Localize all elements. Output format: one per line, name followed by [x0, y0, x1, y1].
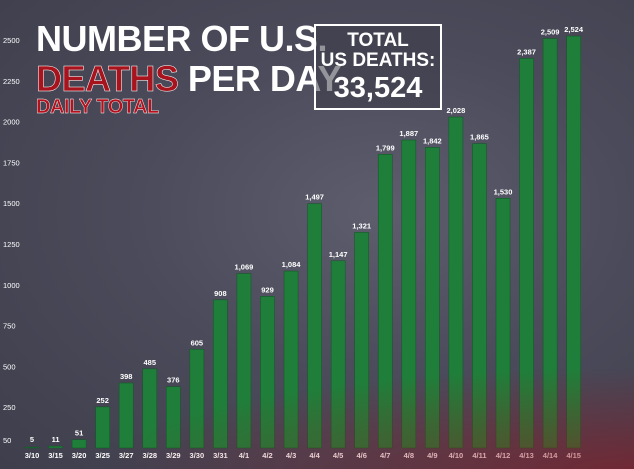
bar-value-label: 2,509 — [541, 28, 560, 37]
y-tick-label: 500 — [3, 362, 16, 371]
headline-deaths-word: DEATHS — [36, 58, 179, 100]
total-label-line-1: TOTAL — [347, 30, 409, 51]
bar-value-label: 2,387 — [517, 47, 536, 56]
bar-value-label: 1,069 — [235, 263, 254, 272]
x-tick-label: 3/27 — [119, 451, 134, 460]
y-tick-label: 1250 — [3, 240, 20, 249]
x-tick-label: 3/30 — [190, 451, 205, 460]
x-tick-label: 4/4 — [309, 451, 320, 460]
bar — [48, 445, 63, 449]
bar — [377, 154, 393, 449]
bar — [260, 296, 275, 449]
headline-line-2: DEATHS PER DAY — [36, 58, 342, 100]
x-tick-label: 4/5 — [333, 451, 343, 460]
bar-value-label: 11 — [52, 435, 60, 444]
bar-value-label: 1,799 — [376, 143, 395, 152]
bar-value-label: 485 — [143, 358, 156, 367]
x-tick-label: 4/10 — [449, 451, 464, 460]
y-tick-label: 250 — [3, 403, 16, 412]
bar-value-label: 5 — [30, 435, 34, 444]
bar — [425, 147, 440, 449]
x-tick-label: 3/28 — [142, 451, 157, 460]
bar — [401, 139, 417, 449]
bar — [566, 35, 581, 449]
y-tick-label: 1500 — [3, 199, 20, 208]
x-tick-label: 3/20 — [72, 451, 87, 460]
total-label-line-2: US DEATHS: — [320, 50, 436, 71]
x-tick-label: 3/25 — [95, 451, 110, 460]
x-tick-label: 3/31 — [213, 451, 228, 460]
x-tick-label: 4/8 — [404, 451, 414, 460]
bar-value-label: 252 — [96, 396, 109, 405]
x-tick-label: 4/11 — [472, 451, 486, 460]
x-tick-label: 4/9 — [427, 451, 437, 460]
y-tick-label: 1000 — [3, 281, 20, 290]
bar-value-label: 1,147 — [329, 250, 348, 259]
y-tick-label: 2000 — [3, 118, 20, 127]
bar — [307, 203, 322, 449]
bar-value-label: 376 — [167, 376, 180, 385]
bar — [189, 348, 205, 449]
x-tick-label: 3/10 — [25, 451, 40, 460]
x-tick-label: 4/2 — [262, 451, 272, 460]
x-tick-label: 4/14 — [543, 451, 558, 460]
bar-value-label: 2,524 — [564, 25, 584, 34]
bar — [495, 198, 511, 449]
bar — [213, 299, 228, 449]
y-tick-label: 50 — [3, 436, 11, 445]
x-tick-label: 4/1 — [239, 451, 249, 460]
y-tick-label: 1750 — [3, 158, 20, 167]
bar-value-label: 1,084 — [282, 260, 302, 269]
bar — [472, 143, 487, 449]
bar — [95, 406, 110, 449]
bar-value-label: 51 — [75, 429, 83, 438]
bar-value-label: 1,842 — [423, 136, 442, 145]
bar — [166, 386, 181, 449]
y-tick-label: 2500 — [3, 36, 20, 45]
x-tick-label: 4/12 — [496, 451, 511, 460]
bar — [448, 116, 464, 449]
x-tick-label: 4/7 — [380, 451, 390, 460]
bar — [236, 273, 252, 449]
total-deaths-box: TOTAL US DEATHS: 33,524 — [314, 24, 442, 110]
y-tick-label: 750 — [3, 322, 16, 331]
bar-value-label: 908 — [214, 289, 227, 298]
bar — [118, 382, 134, 449]
bar — [330, 260, 346, 449]
y-tick-label: 2250 — [3, 77, 20, 86]
bar — [283, 270, 299, 449]
x-tick-label: 3/15 — [48, 451, 63, 460]
bar — [542, 38, 558, 449]
bar-value-label: 1,887 — [399, 129, 418, 138]
bar-value-label: 398 — [120, 372, 133, 381]
bar-value-label: 1,497 — [305, 193, 324, 202]
bar-value-label: 929 — [261, 285, 274, 294]
x-tick-label: 4/6 — [356, 451, 366, 460]
bar-value-label: 1,321 — [352, 221, 371, 230]
bar — [24, 446, 40, 449]
headline-line-1: NUMBER OF U.S. — [36, 18, 328, 59]
total-deaths-value: 33,524 — [333, 72, 423, 104]
bar — [142, 368, 158, 449]
bar — [354, 232, 370, 449]
bar — [71, 439, 87, 449]
subtitle-daily-total: DAILY TOTAL — [36, 96, 160, 118]
bar-value-label: 2,028 — [447, 106, 466, 115]
x-tick-label: 4/15 — [566, 451, 581, 460]
bar-value-label: 1,530 — [494, 187, 513, 196]
bar — [519, 58, 534, 449]
bar-value-label: 1,865 — [470, 133, 489, 142]
bar-value-label: 605 — [191, 338, 204, 347]
x-tick-label: 4/3 — [286, 451, 296, 460]
x-tick-label: 3/29 — [166, 451, 181, 460]
x-tick-label: 4/13 — [519, 451, 534, 460]
